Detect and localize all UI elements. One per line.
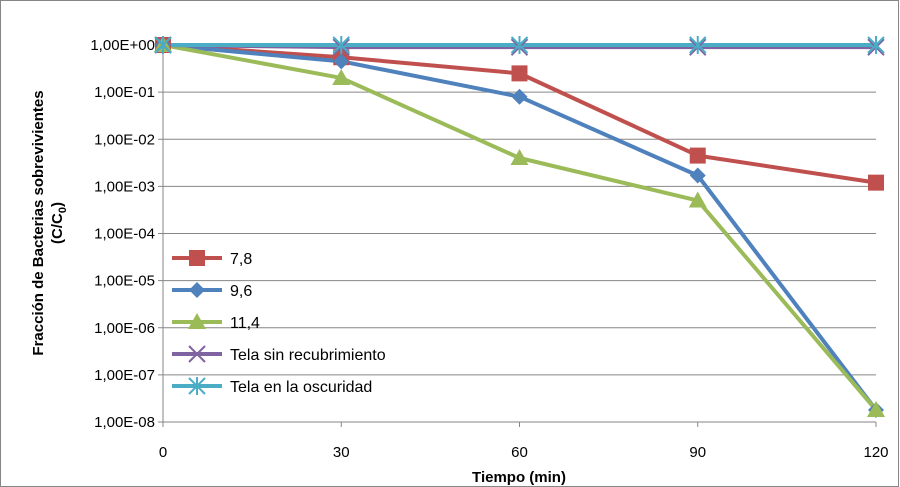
data-point-series-1: [868, 174, 884, 191]
legend-label: Tela en la oscuridad: [230, 379, 372, 396]
y-axis-title-main: Fracción de Bacterias sobrevivientes: [30, 90, 47, 355]
data-point-series-1: [689, 147, 706, 164]
legend-marker: [188, 345, 206, 363]
y-tick-label: 1,00E-06: [94, 320, 155, 337]
y-tick-label: 1,00E+00: [90, 37, 155, 54]
data-point-series-2: [333, 53, 350, 70]
legend-label: 11,4: [230, 315, 260, 332]
y-tick-label: 1,00E-02: [94, 131, 155, 148]
y-tick-label: 1,00E-08: [94, 414, 155, 431]
legend-label: 7,8: [230, 251, 252, 268]
x-tick-label: 60: [511, 444, 528, 461]
legend-marker: [188, 313, 206, 329]
data-point-series-3: [510, 149, 529, 166]
data-point-series-2: [511, 88, 528, 105]
y-tick-label: 1,00E-03: [94, 178, 155, 195]
data-point-series-3: [332, 68, 351, 85]
legend-item: 7,8: [172, 250, 252, 268]
x-tick-label: 30: [333, 444, 350, 461]
axes: 1,00E+00 1,00E-01 1,00E-02 1,00E-03 1,00E-04…: [90, 37, 888, 461]
legend-item: 9,6: [172, 282, 252, 300]
data-point-series-5: [867, 36, 885, 54]
data-point-series-3: [867, 400, 885, 417]
data-point-series-3: [688, 191, 707, 208]
data-point-series-5: [332, 36, 350, 54]
legend: 7,8 9,6 11,4 Tela sin recubrimiento Tela en …: [172, 250, 386, 396]
legend-item: 11,4: [172, 313, 260, 332]
data-point-series-5: [154, 36, 172, 54]
y-axis-title: Fracción de Bacterias sobrevivientes (C/…: [30, 90, 69, 355]
x-axis-title: Tiempo (min): [472, 469, 566, 486]
data-point-series-5: [510, 36, 529, 54]
legend-marker: [189, 282, 205, 298]
legend-label: Tela sin recubrimiento: [230, 347, 386, 364]
x-tick-label: 90: [689, 444, 706, 461]
legend-marker: [189, 250, 205, 266]
y-tick-label: 1,00E-01: [94, 84, 155, 101]
y-axis-title-unit: (C/C0): [49, 202, 69, 244]
data-point-series-1: [511, 65, 528, 82]
legend-item: Tela sin recubrimiento: [172, 345, 386, 364]
legend-marker: [188, 377, 206, 395]
series-markers: [154, 36, 885, 418]
legend-item: Tela en la oscuridad: [172, 377, 372, 396]
y-tick-label: 1,00E-05: [94, 273, 155, 290]
data-point-series-2: [689, 167, 706, 184]
y-tick-label: 1,00E-04: [94, 226, 155, 243]
data-point-series-5: [689, 36, 707, 54]
x-tick-label: 0: [159, 444, 167, 461]
legend-label: 9,6: [230, 283, 252, 300]
x-tick-label: 120: [863, 444, 888, 461]
y-tick-label: 1,00E-07: [94, 367, 155, 384]
